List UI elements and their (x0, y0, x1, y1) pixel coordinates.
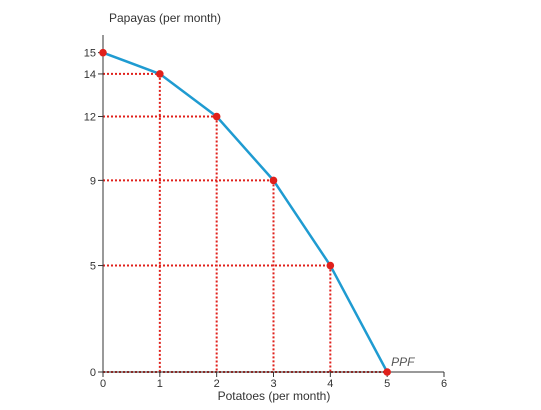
data-point (383, 368, 391, 376)
data-point (269, 176, 278, 185)
points-layer (99, 48, 391, 376)
data-point (99, 48, 107, 57)
data-point (156, 70, 164, 78)
x-tick-label: 0 (100, 378, 106, 390)
x-axis-title: Potatoes (per month) (218, 389, 331, 403)
x-tick-label: 3 (270, 378, 276, 390)
x-tick-label: 4 (327, 378, 333, 390)
data-point (326, 261, 335, 270)
x-tick-label: 2 (214, 378, 220, 390)
x-tick-label: 6 (441, 378, 447, 390)
x-tick-label: 5 (384, 378, 390, 390)
x-tick-label: 1 (157, 378, 163, 390)
y-tick-label: 14 (84, 69, 96, 81)
y-tick-label: 0 (90, 367, 96, 379)
y-tick-label: 5 (90, 261, 96, 273)
y-tick-label: 15 (84, 48, 96, 60)
ppf-annotation-label: PPF (391, 355, 415, 369)
y-axis-title: Papayas (per month) (109, 11, 221, 25)
y-tick-label: 12 (84, 112, 96, 124)
guide-lines-layer (103, 72, 388, 373)
ppf-curve-line (102, 51, 389, 373)
data-point (212, 112, 221, 121)
series-layer (102, 51, 389, 373)
y-tick-label: 9 (90, 175, 96, 187)
x-ticks-layer: 0 1 2 3 4 5 6 (100, 372, 447, 390)
y-ticks-layer: 0 5 9 12 14 15 (84, 48, 103, 379)
annotations-layer: PPF (391, 355, 415, 369)
